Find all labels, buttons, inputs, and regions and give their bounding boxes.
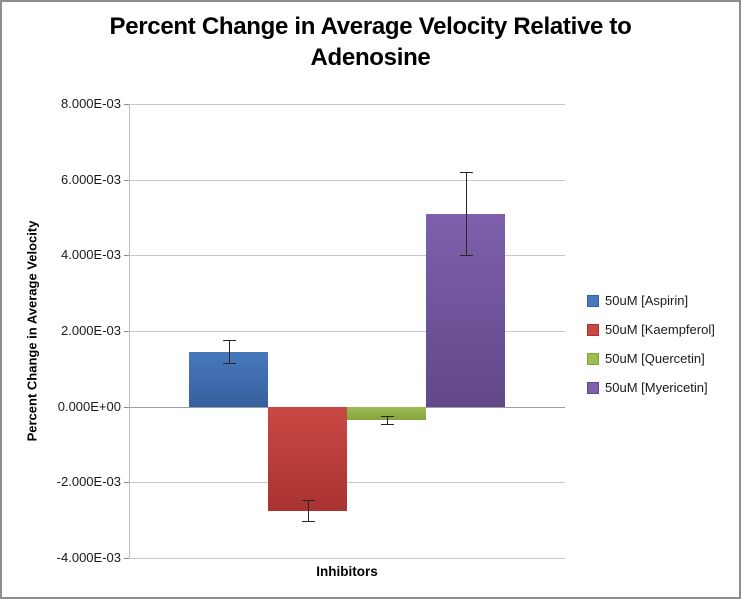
legend-swatch [587,294,599,307]
y-tick-label: 2.000E-03 [61,323,121,338]
x-axis-title: Inhibitors [316,564,378,579]
legend-item: 50uM [Kaempferol] [587,315,715,344]
legend-item: 50uM [Aspirin] [587,286,715,315]
y-axis-title: Percent Change in Average Velocity [24,220,40,442]
plot-area [124,104,565,559]
gridline [129,180,565,181]
legend-swatch [587,381,599,394]
gridline [129,331,565,332]
bar-50um-quercetin [347,406,426,420]
error-bar-50um-quercetin [386,416,388,424]
gridline [129,482,565,483]
error-bar-cap [459,172,473,174]
y-tick-label: -4.000E-03 [56,550,121,565]
error-bar-cap [459,255,473,257]
legend-label: 50uM [Kaempferol] [605,322,715,337]
y-axis-tick-mark [124,331,129,332]
y-tick-label: 8.000E-03 [61,96,121,111]
legend-label: 50uM [Myericetin] [605,380,708,395]
legend-swatch [587,352,599,365]
error-bar-50um-aspirin [228,340,230,364]
gridline [129,104,565,105]
y-axis-tick-mark [124,255,129,256]
legend-label: 50uM [Quercetin] [605,351,705,366]
error-bar-cap [380,423,394,425]
legend: 50uM [Aspirin] 50uM [Kaempferol] 50uM [Que… [587,286,715,402]
error-bar-50um-kaempferol [307,500,309,522]
y-axis-line [129,104,130,558]
y-tick-label: 4.000E-03 [61,247,121,262]
y-axis-tick-mark [124,482,129,483]
error-bar-cap [380,416,394,418]
y-tick-label: 6.000E-03 [61,172,121,187]
legend-item: 50uM [Myericetin] [587,373,715,402]
legend-swatch [587,323,599,336]
y-tick-label: -2.000E-03 [56,474,121,489]
chart-title: Percent Change in Average Velocity Relat… [109,13,632,71]
error-bar-50um-myericetin [465,172,467,256]
gridline [129,558,565,559]
bar-50um-kaempferol [268,406,347,511]
error-bar-cap [222,363,236,365]
y-axis-tick-mark [124,558,129,559]
y-tick-label: 0.000E+00 [57,399,121,414]
legend-item: 50uM [Quercetin] [587,344,715,373]
y-axis-tick-mark [124,104,129,105]
error-bar-cap [222,340,236,342]
y-axis-tick-mark [124,180,129,181]
gridline [129,255,565,256]
y-axis-tick-mark [124,407,129,408]
error-bar-cap [301,500,315,502]
error-bar-cap [301,521,315,523]
legend-label: 50uM [Aspirin] [605,293,689,308]
